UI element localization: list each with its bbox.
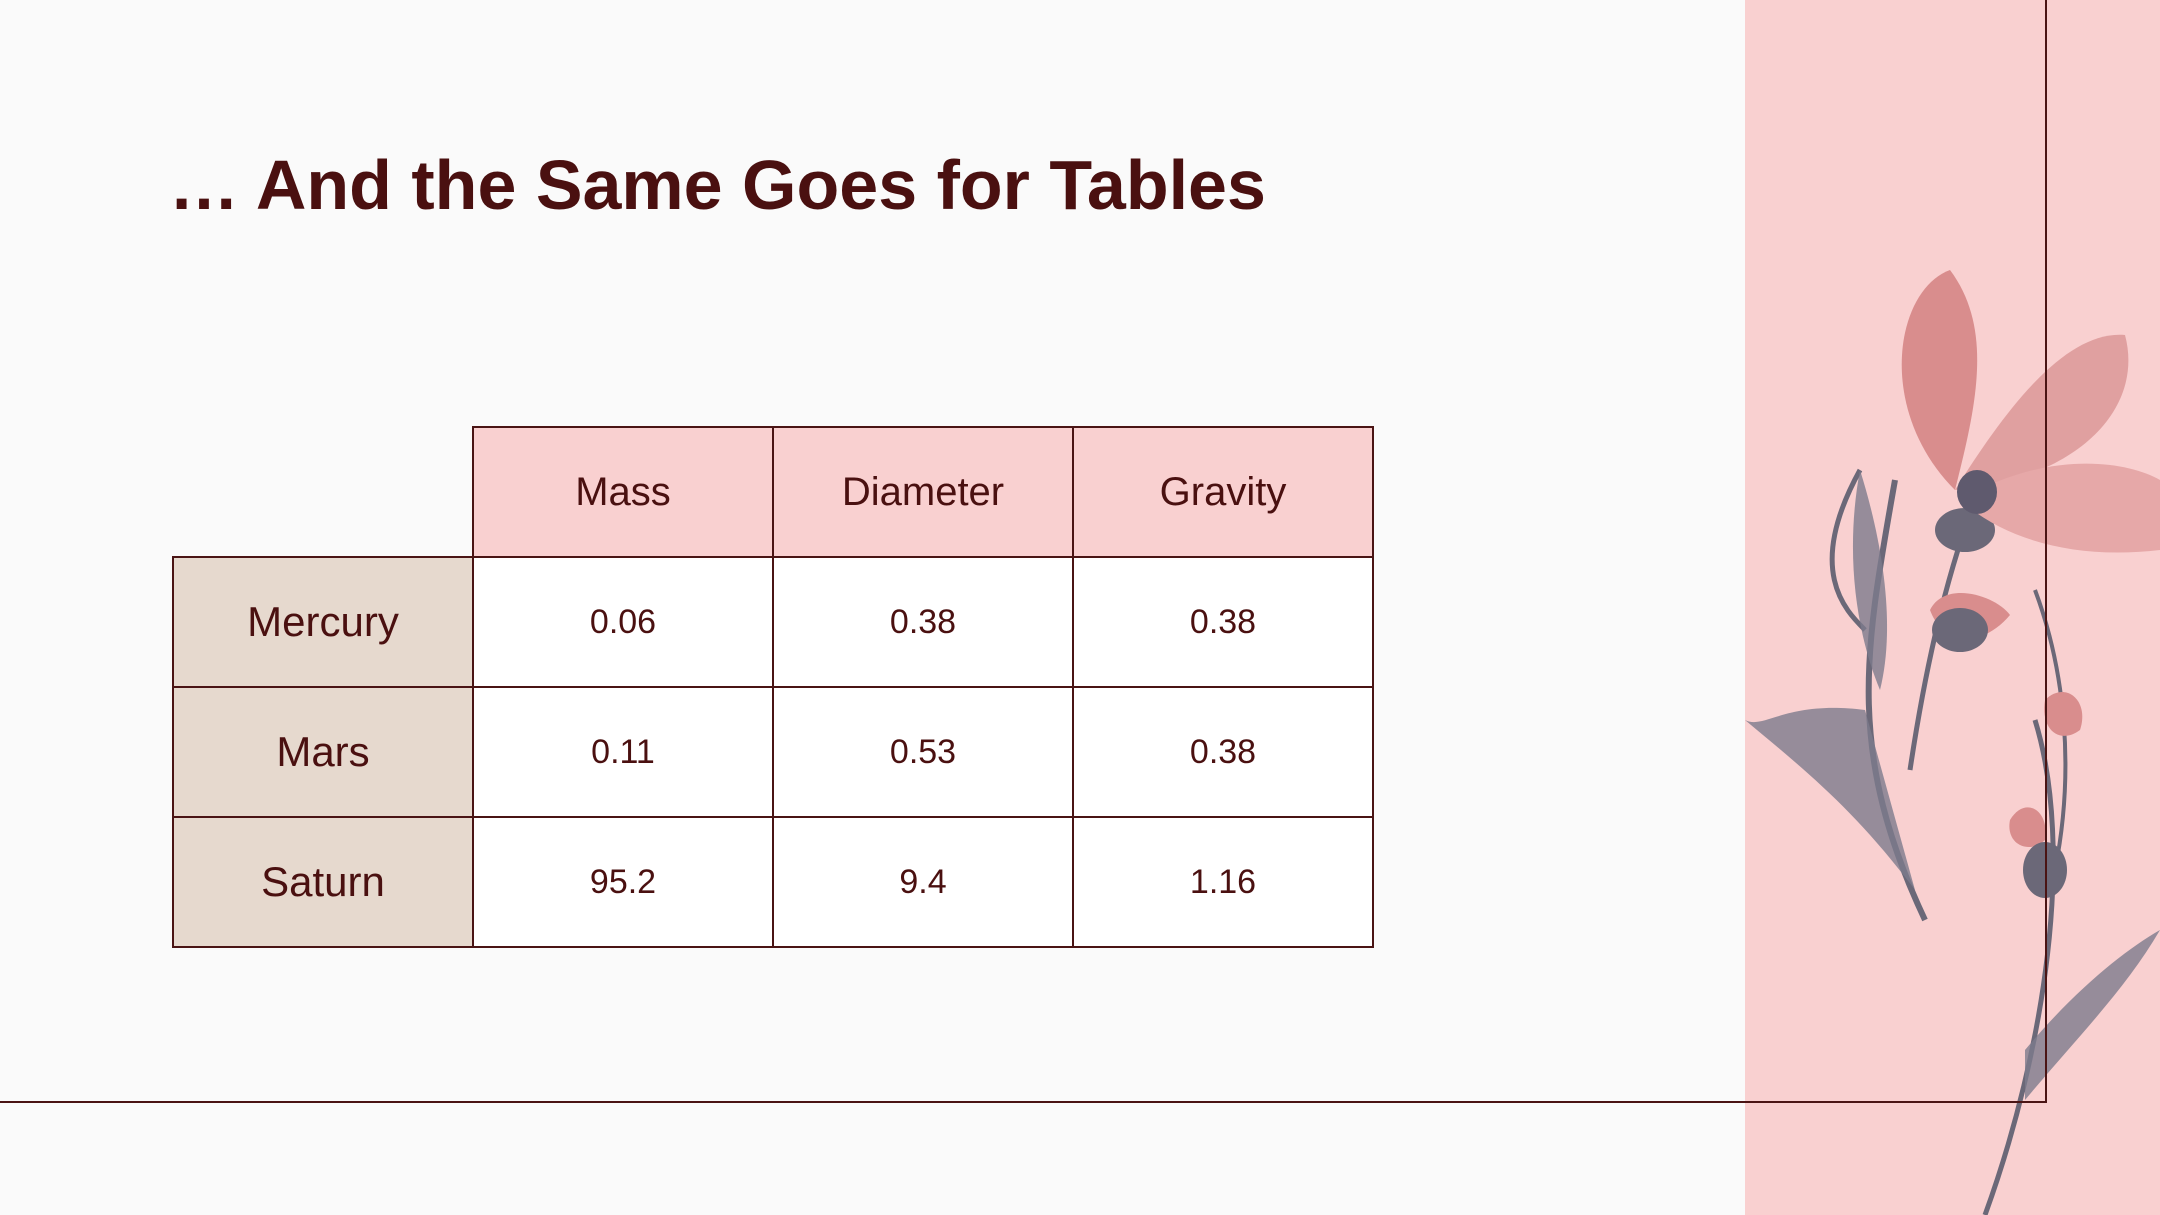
row-header: Saturn [172, 816, 474, 948]
table-cell: 0.38 [1072, 686, 1374, 818]
table-cell: 0.11 [472, 686, 774, 818]
table-cell: 0.38 [1072, 556, 1374, 688]
table-cell: 9.4 [772, 816, 1074, 948]
slide-title: … And the Same Goes for Tables [169, 146, 1266, 224]
table-cell: 0.06 [472, 556, 774, 688]
table-cell: 0.53 [772, 686, 1074, 818]
column-header: Gravity [1072, 426, 1374, 558]
frame-line [0, 1101, 2047, 1103]
row-header: Mercury [172, 556, 474, 688]
column-header: Mass [472, 426, 774, 558]
flower-illustration [1745, 270, 2160, 1215]
table-cell: 1.16 [1072, 816, 1374, 948]
row-header: Mars [172, 686, 474, 818]
column-header: Diameter [772, 426, 1074, 558]
frame-line [2045, 0, 2047, 1103]
table-cell: 0.38 [772, 556, 1074, 688]
table-cell: 95.2 [472, 816, 774, 948]
